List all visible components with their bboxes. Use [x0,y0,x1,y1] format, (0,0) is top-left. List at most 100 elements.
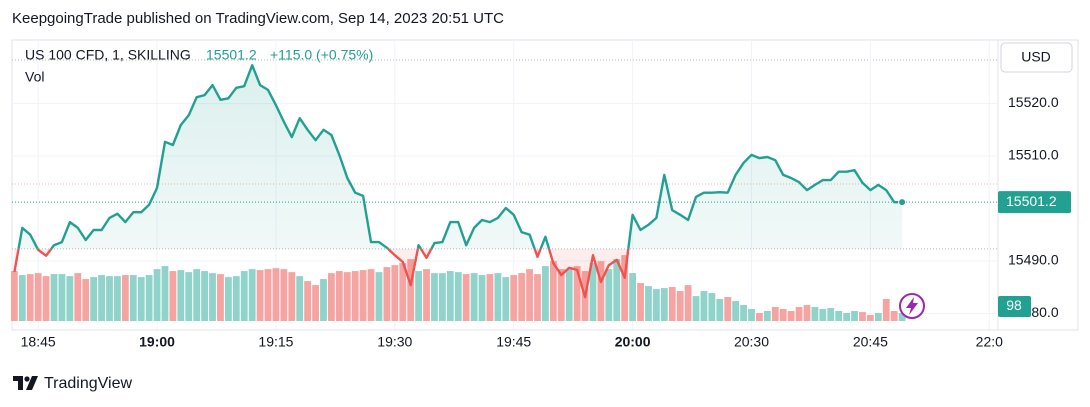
volume-bar [652,289,660,321]
volume-bar [573,266,581,321]
volume-bar [10,271,18,321]
volume-bar [304,281,312,321]
volume-bar [740,305,747,321]
volume-bar [748,309,755,321]
volume-badge [998,296,1031,317]
volume-bar [391,265,399,321]
volume-bar [415,271,423,321]
plot-layer [10,40,998,330]
volume-bar [462,274,470,321]
volume-bar [597,261,605,321]
volume-bar [874,313,882,321]
x-tick-label: 18:45 [21,334,56,350]
y-tick-label: 15490.0 [1008,252,1059,268]
volume-bar [145,275,153,321]
volume-bar [90,277,98,321]
volume-bar [890,310,898,321]
volume-bar [217,274,224,321]
symbol-title: US 100 CFD, 1, SKILLING [25,47,191,63]
volume-bar [676,291,684,321]
volume-bar [534,274,541,321]
volume-bar [866,314,874,321]
volume-bar [708,293,716,321]
volume-bar [795,306,803,321]
volume-bar [82,279,90,321]
volume-bar [185,272,193,321]
x-tick-label: 20:30 [734,334,769,350]
volume-bar [201,271,209,321]
volume-bar [542,266,549,321]
volume-bar [494,273,502,321]
volume-bar [732,301,740,321]
volume-bar [328,273,335,321]
volume-bar [478,275,486,321]
volume-bar [42,276,50,321]
area-up [14,65,903,249]
volume-bar [232,276,240,321]
volume-bar [779,309,787,321]
brand: TradingView [44,375,132,392]
currency[interactable]: USD [1021,49,1051,65]
volume-bar [502,277,510,321]
x-tick-label: 20:45 [853,334,888,350]
volume-bar [137,277,145,321]
volume-bar [248,269,256,321]
volume-bar [811,306,819,321]
last-price-badge-label: 15501.2 [1006,193,1057,209]
volume-bar [565,269,573,321]
volume-bar [803,305,811,321]
volume-bar [589,263,597,321]
volume-bar [98,275,105,321]
y-tick-label: 15510.0 [1008,147,1059,163]
publisher: KeepgoingTrade published on TradingView.… [12,10,504,27]
x-tick-label: 19:15 [258,334,293,350]
volume-bar [161,266,169,321]
x-tick-label: 19:00 [139,334,175,350]
volume-bar [819,309,827,321]
volume-bar [209,273,216,321]
volume-bar [264,269,272,321]
volume-bar [320,279,327,321]
volume-bar [423,269,430,321]
volume-bar [431,273,438,321]
volume-bar [763,310,771,321]
volume-bar [240,271,248,321]
volume-label: Vol [25,69,44,85]
volume-bar [272,268,280,321]
volume-bar [510,275,518,321]
alert-icon[interactable] [899,293,925,319]
volume-bar [668,287,676,321]
volume-bar [454,272,462,321]
volume-bar [383,267,391,321]
volume-bar [438,273,446,321]
volume-bar [296,276,304,321]
volume-bar [621,255,629,321]
volume-badge-label: 98 [1006,297,1022,313]
volume-bar [549,261,557,321]
price-line-up [17,64,903,249]
volume-bar [193,269,201,321]
volume-bar [121,275,129,321]
volume-bar [312,285,319,321]
last-price-badge [998,191,1071,214]
volume-bar [256,270,264,321]
volume-bar [605,269,613,321]
volume-bar [692,296,700,321]
volume-bar [367,269,375,321]
brand-logo [13,376,38,390]
volume-bar [716,299,724,321]
volume-bar [645,286,652,321]
volume-bar [470,273,478,321]
volume-bar [50,274,58,321]
currency-box[interactable] [1000,42,1073,73]
volume-bar [288,272,296,321]
volume-bar [771,306,779,321]
volume-bar [486,274,494,321]
volume-bar [407,259,415,321]
volume-bar [351,271,359,321]
area-down [14,248,629,298]
volume-bar [629,273,637,321]
volume-bar [613,259,621,321]
volume-bar [280,269,288,321]
volume-bar [359,270,367,321]
